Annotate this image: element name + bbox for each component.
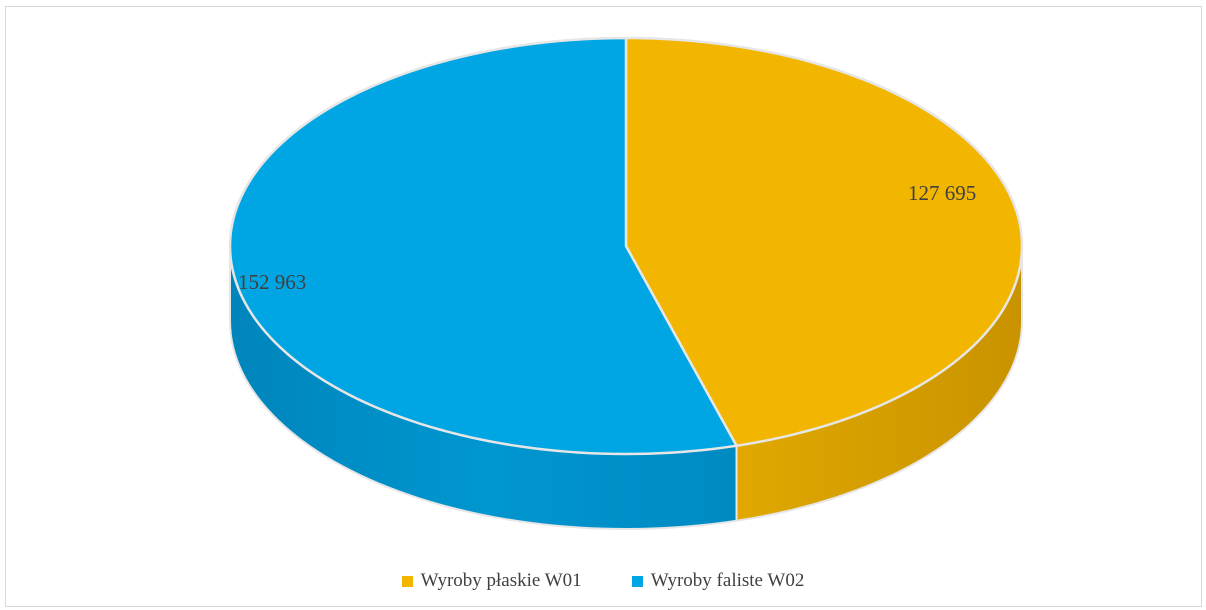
legend-item-wyroby-faliste: Wyroby faliste W02 [631,566,805,596]
data-label-wyroby-plaskie: 127 695 [908,181,976,205]
legend-label-wyroby-plaskie: Wyroby płaskie W01 [420,570,582,591]
legend: Wyroby płaskie W01 Wyroby faliste W02 [0,566,1206,596]
legend-swatch-wyroby-faliste [631,575,643,587]
pie-slice-wyroby-faliste [228,36,738,456]
data-label-wyroby-faliste: 152 963 [238,270,306,294]
pie-slice-wyroby-plaskie [624,36,1024,447]
legend-label-wyroby-faliste: Wyroby faliste W02 [650,570,805,591]
legend-item-wyroby-plaskie: Wyroby płaskie W01 [401,566,582,596]
legend-swatch-wyroby-plaskie [401,575,413,587]
